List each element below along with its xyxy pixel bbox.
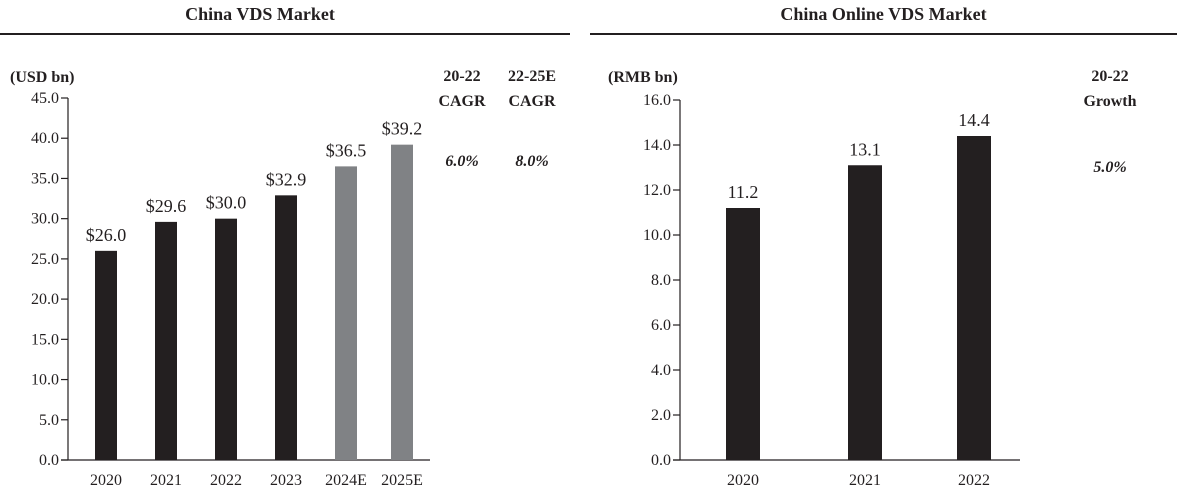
growth-value-1: 5.0%: [1093, 159, 1126, 176]
x-tick-label-0: 2020: [90, 472, 122, 489]
chart-title-online-vds: China Online VDS Market: [780, 4, 987, 24]
bar-0-2022: [215, 218, 237, 460]
bar-0-2020: [95, 250, 117, 460]
growth-value-0: 8.0%: [515, 153, 548, 170]
unit-label-1: (RMB bn): [608, 69, 678, 86]
chart-title-vds: China VDS Market: [185, 4, 335, 24]
unit-label-0: (USD bn): [10, 69, 74, 86]
y-tick-label-1: 10.0: [643, 227, 671, 244]
y-tick-label-0: 10.0: [31, 372, 59, 389]
y-tick-label-0: 5.0: [39, 412, 59, 429]
bar-value-label-0: $32.9: [266, 169, 307, 189]
y-tick-label-0: 35.0: [31, 170, 59, 187]
y-tick-label-1: 14.0: [643, 137, 671, 154]
x-tick-label-0: 2025E: [381, 472, 423, 489]
y-tick-label-0: 45.0: [31, 90, 59, 107]
bar-value-label-0: $39.2: [382, 119, 423, 139]
x-tick-label-0: 2021: [150, 472, 182, 489]
y-tick-label-0: 0.0: [39, 452, 59, 469]
y-tick-label-0: 40.0: [31, 130, 59, 147]
bar-0-2024E: [335, 166, 357, 460]
x-tick-label-0: 2022: [210, 472, 242, 489]
y-tick-label-1: 4.0: [651, 362, 671, 379]
y-tick-label-1: 0.0: [651, 452, 671, 469]
bar-0-2025E: [391, 144, 413, 460]
y-tick-label-1: 2.0: [651, 407, 671, 424]
y-tick-label-0: 30.0: [31, 211, 59, 228]
x-tick-label-1: 2022: [958, 472, 990, 489]
y-tick-label-1: 12.0: [643, 182, 671, 199]
title-rule-left: [0, 33, 570, 35]
bar-value-label-0: $30.0: [206, 193, 247, 213]
bar-0-2021: [155, 221, 177, 460]
bar-1-2022: [957, 136, 991, 460]
growth-header-line1-0: 22-25E: [508, 68, 556, 85]
y-tick-label-0: 15.0: [31, 331, 59, 348]
y-tick-label-1: 8.0: [651, 272, 671, 289]
bar-value-label-0: $29.6: [146, 196, 187, 216]
bar-1-2020: [726, 208, 760, 460]
x-tick-label-1: 2021: [849, 472, 881, 489]
x-tick-label-0: 2024E: [325, 472, 367, 489]
growth-header-line2-1: Growth: [1083, 93, 1136, 110]
growth-header-line1-0: 20-22: [443, 68, 480, 85]
bar-value-label-0: $36.5: [326, 140, 367, 160]
title-rule-right: [590, 33, 1177, 35]
growth-header-line2-0: CAGR: [508, 93, 556, 110]
growth-header-line1-1: 20-22: [1091, 68, 1128, 85]
bar-value-label-1: 14.4: [958, 110, 990, 130]
y-tick-label-1: 16.0: [643, 92, 671, 109]
bar-value-label-0: $26.0: [86, 225, 127, 245]
growth-header-line2-0: CAGR: [438, 93, 486, 110]
bar-value-label-1: 13.1: [849, 139, 881, 159]
bar-0-2023: [275, 195, 297, 461]
x-tick-label-1: 2020: [727, 472, 759, 489]
y-tick-label-1: 6.0: [651, 317, 671, 334]
growth-value-0: 6.0%: [445, 153, 478, 170]
y-tick-label-0: 25.0: [31, 251, 59, 268]
bar-1-2021: [848, 165, 882, 460]
x-tick-label-0: 2023: [270, 472, 302, 489]
bar-value-label-1: 11.2: [728, 182, 759, 202]
y-tick-label-0: 20.0: [31, 291, 59, 308]
